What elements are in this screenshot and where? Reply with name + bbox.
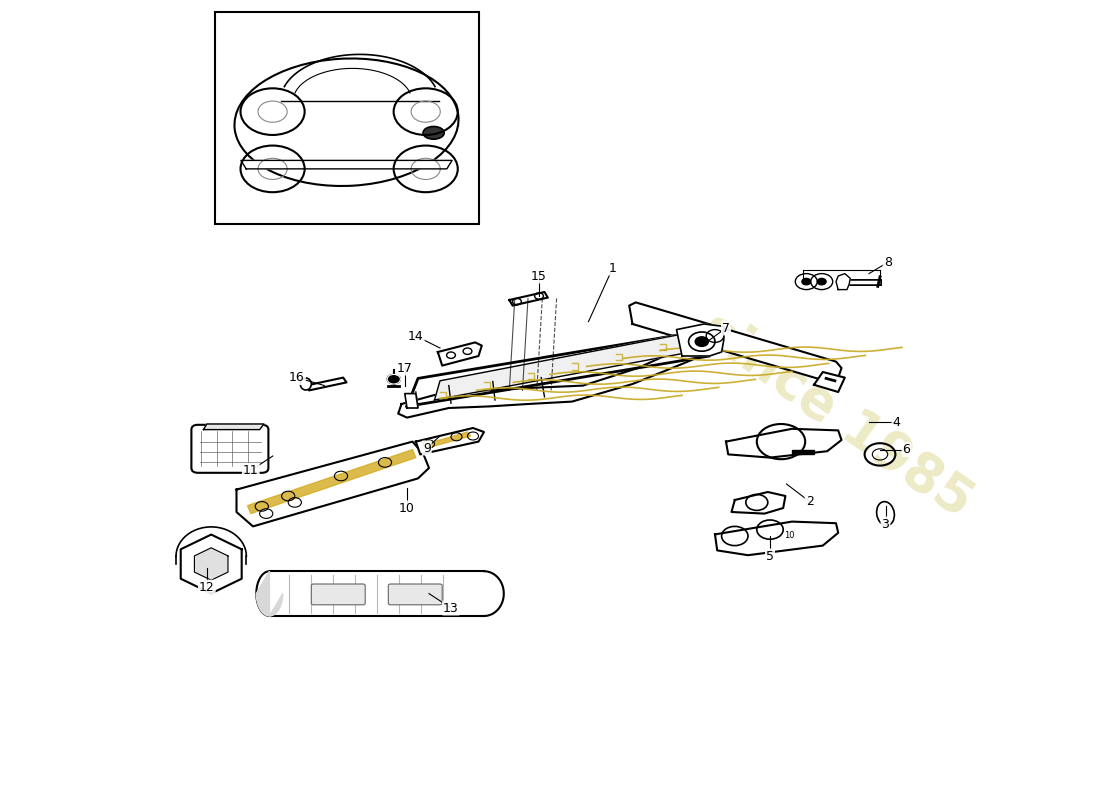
- Polygon shape: [180, 534, 242, 594]
- Text: since 1985: since 1985: [691, 303, 981, 529]
- Polygon shape: [398, 336, 720, 418]
- Polygon shape: [204, 424, 264, 430]
- Polygon shape: [509, 292, 548, 306]
- Text: 13: 13: [443, 602, 459, 614]
- FancyBboxPatch shape: [311, 584, 365, 605]
- Ellipse shape: [300, 378, 311, 390]
- Text: 8: 8: [883, 256, 892, 269]
- Text: 1: 1: [608, 262, 617, 274]
- Text: 17: 17: [397, 362, 412, 374]
- Polygon shape: [676, 324, 724, 356]
- Text: 10: 10: [784, 531, 795, 541]
- Polygon shape: [424, 432, 471, 448]
- Circle shape: [695, 337, 708, 346]
- Circle shape: [817, 278, 826, 285]
- Polygon shape: [434, 332, 693, 400]
- Text: 12: 12: [199, 581, 214, 594]
- Polygon shape: [814, 372, 845, 392]
- Polygon shape: [407, 328, 720, 406]
- Polygon shape: [715, 522, 838, 555]
- Circle shape: [802, 278, 811, 285]
- FancyBboxPatch shape: [388, 584, 442, 605]
- Text: 7: 7: [722, 322, 730, 334]
- Polygon shape: [438, 342, 482, 366]
- Text: 9: 9: [422, 442, 431, 454]
- Polygon shape: [241, 160, 452, 169]
- Text: 2: 2: [805, 495, 814, 508]
- Polygon shape: [792, 450, 814, 454]
- Polygon shape: [306, 378, 346, 390]
- Text: 11: 11: [243, 464, 258, 477]
- Text: 14: 14: [408, 330, 424, 342]
- Circle shape: [387, 374, 400, 384]
- Polygon shape: [195, 548, 228, 580]
- Polygon shape: [629, 302, 842, 384]
- Polygon shape: [236, 442, 429, 526]
- Text: 6: 6: [902, 443, 911, 456]
- FancyBboxPatch shape: [191, 425, 268, 473]
- Polygon shape: [405, 394, 418, 408]
- Polygon shape: [256, 571, 283, 616]
- Text: 3: 3: [881, 518, 890, 530]
- Text: 15: 15: [531, 270, 547, 282]
- Text: 5: 5: [766, 550, 774, 562]
- Polygon shape: [270, 571, 484, 616]
- Polygon shape: [248, 450, 416, 514]
- Text: 10: 10: [399, 502, 415, 514]
- Ellipse shape: [234, 58, 459, 186]
- Polygon shape: [836, 274, 850, 290]
- Text: 4: 4: [892, 416, 901, 429]
- Polygon shape: [416, 428, 484, 454]
- Ellipse shape: [424, 126, 444, 139]
- Text: 16: 16: [289, 371, 305, 384]
- Bar: [214, 12, 478, 224]
- Polygon shape: [726, 429, 842, 458]
- Ellipse shape: [877, 502, 894, 526]
- Polygon shape: [732, 492, 785, 514]
